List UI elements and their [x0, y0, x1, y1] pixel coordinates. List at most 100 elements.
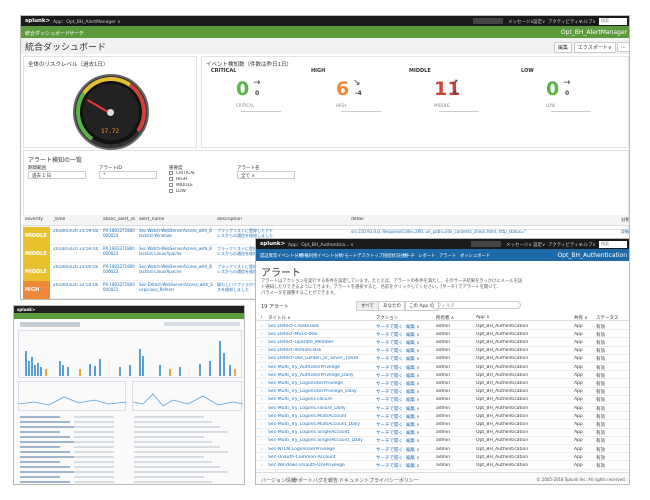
- filter-app-button[interactable]: この App の: [404, 301, 440, 311]
- help-menu[interactable]: ヘルプ∨: [579, 242, 596, 248]
- open-in-search-link[interactable]: サーチで開く: [376, 414, 403, 420]
- user-menu[interactable]: [471, 241, 501, 247]
- alert-title[interactable]: Sec-Detect-Operate_Member: [268, 339, 334, 345]
- nav-search[interactable]: サーチ: [402, 253, 415, 259]
- alert-description[interactable]: ブラックリストに登録したアドレスからの通信を検知しました: [217, 264, 273, 274]
- edit-menu[interactable]: 編集 ∨: [406, 373, 420, 379]
- footer-support[interactable]: サポート: [293, 478, 314, 484]
- edit-menu[interactable]: 編集 ∨: [406, 340, 420, 346]
- alert-id[interactable]: PX-1803271800000023: [103, 246, 135, 256]
- settings-menu[interactable]: 設定∨: [533, 19, 546, 25]
- column-sbsecalertid[interactable]: sbsec_alert_id: [103, 217, 135, 222]
- open-in-search-link[interactable]: サーチで開く: [376, 332, 403, 338]
- table-row[interactable]: › Sec-Detect-CreateTask サーチで開く 編集 ∨ admin Opt…: [256, 322, 629, 331]
- alert-title[interactable]: Sec-Detect-RemoteTask: [268, 348, 322, 354]
- open-in-search-link[interactable]: サーチで開く: [376, 373, 403, 379]
- table-row[interactable]: › Sec-Detect-Use_Golden_or_Silver_Ticket サ…: [256, 355, 629, 363]
- table-row[interactable]: › Sec-Unauth-Common-Account サーチで開く 編集 ∨ admi…: [256, 453, 629, 462]
- open-in-search-link[interactable]: サーチで開く: [376, 398, 403, 404]
- open-in-search-link[interactable]: サーチで開く: [376, 365, 403, 371]
- alert-title[interactable]: Sec-Multi_Try_LogonUserPrivilege_Daily: [268, 389, 357, 395]
- edit-menu[interactable]: 編集 ∨: [406, 324, 420, 330]
- edit-menu[interactable]: 編集 ∨: [406, 349, 420, 355]
- alert-title[interactable]: Sec-Multi_Try_AuthUserPrivilege: [268, 364, 340, 370]
- alert-title[interactable]: Sec-Multi_Try_AuthUserPrivilege_Daily: [268, 372, 354, 378]
- alert-detail[interactable]: src:210.93.0.0, ResponseCode=200, uri_pa…: [351, 229, 527, 234]
- column-action[interactable]: 分析: [621, 218, 630, 223]
- column-alertname[interactable]: alert_name: [139, 217, 165, 222]
- alert-time[interactable]: 2018/03/20 23:59:00: [53, 229, 99, 234]
- column-time[interactable]: _time: [53, 217, 66, 222]
- nav-auth-anomaly[interactable]: 認証異常イベント分析: [260, 253, 303, 259]
- edit-button[interactable]: 編集: [554, 42, 573, 53]
- activity-menu[interactable]: アクティビティ∨: [548, 19, 583, 25]
- help-menu[interactable]: ヘルプ∨: [579, 19, 596, 25]
- alert-name[interactable]: Sec-Detect-WebServerAccess_with_Suspicio…: [139, 282, 213, 292]
- severity-checkbox-middle[interactable]: [169, 183, 173, 187]
- alert-title[interactable]: Sec-Multi_Try_Logons.Failure_Daily: [268, 405, 346, 411]
- app-menu[interactable]: App：Opt_BH_AlertManager ∨: [53, 19, 121, 25]
- alert-title[interactable]: Sec-NTLM.LogonUserPrivilege: [268, 446, 335, 452]
- table-row[interactable]: › Sec-Detect-RemoteTask サーチで開く 編集 ∨ admin Opt…: [256, 347, 629, 355]
- nav-privilege[interactable]: 特権利用イベント分析: [300, 253, 343, 259]
- table-row[interactable]: › Sec-Multi_Try_LogonUserPrivilege サーチで開く編…: [256, 379, 629, 388]
- alert-title[interactable]: Sec-Unauth-Common-Account: [268, 454, 336, 460]
- header-sharing[interactable]: 共有 ∧: [574, 315, 588, 321]
- alert-title[interactable]: Sec-Multi_Try_Logons.MultiAccount_Daily: [268, 421, 361, 427]
- expand-icon[interactable]: ›: [261, 380, 263, 386]
- nav-dashboards[interactable]: ダッシュボード: [460, 253, 491, 259]
- edit-menu[interactable]: 編集 ∨: [406, 357, 420, 363]
- expand-icon[interactable]: ›: [261, 397, 263, 403]
- expand-icon[interactable]: ›: [261, 356, 263, 362]
- nav-remote-desktop[interactable]: リモートデスクトップ接続状況分析: [340, 253, 409, 259]
- table-row[interactable]: › Sec-Windows-Unauth-UsePrivilege サーチで開く 編集…: [256, 461, 629, 470]
- activity-menu[interactable]: アクティビティ∨: [548, 242, 583, 248]
- alert-description[interactable]: ブラックリストに登録したアドレスからの通信を検知しました: [217, 228, 273, 238]
- footer-report-bug[interactable]: バグを報告: [313, 478, 339, 484]
- alert-name[interactable]: Sec-Watch-WebServerAccess_with_Blacklist…: [139, 228, 212, 238]
- edit-menu[interactable]: 編集 ∨: [406, 439, 420, 445]
- nav-dashboard[interactable]: 統合ダッシュボード: [25, 30, 71, 37]
- edit-menu[interactable]: 編集 ∨: [406, 365, 420, 371]
- expand-icon[interactable]: ›: [261, 331, 263, 337]
- footer-privacy[interactable]: プライバシーポリシー: [369, 478, 419, 484]
- edit-menu[interactable]: 編集 ∨: [406, 422, 420, 428]
- alert-title[interactable]: Sec-Multi_Try_Logons.Failure: [268, 397, 333, 403]
- nav-reports[interactable]: レポート: [418, 253, 436, 259]
- open-in-search-link[interactable]: サーチで開く: [376, 390, 403, 396]
- column-description[interactable]: description: [217, 217, 243, 222]
- severity-checkbox-critical[interactable]: [169, 171, 173, 175]
- expand-icon[interactable]: ›: [261, 364, 263, 370]
- messages-menu[interactable]: メッセージ∨: [508, 19, 534, 25]
- edit-menu[interactable]: 編集 ∨: [406, 431, 420, 437]
- table-row[interactable]: › Sec-Multi_Try_AuthUserPrivilege_Daily サー…: [256, 371, 629, 380]
- open-in-search-link[interactable]: サーチで開く: [376, 422, 403, 428]
- filter-input[interactable]: フィルタ: [431, 301, 521, 309]
- alert-id[interactable]: PX-1803271800000022: [103, 264, 135, 274]
- table-row[interactable]: › Sec-Multi_Try_Logons.SingleAccount サーチで開…: [256, 429, 629, 437]
- expand-icon[interactable]: ›: [261, 413, 263, 419]
- alert-id[interactable]: PX-1803271800000024: [103, 228, 135, 238]
- alert-time[interactable]: 2018/03/20 22:54:00: [53, 283, 99, 288]
- filter-all-button[interactable]: すべて: [356, 301, 380, 311]
- table-row[interactable]: › Sec-NTLM.LogonUserPrivilege サーチで開く 編集 ∨ ad…: [256, 445, 629, 454]
- nav-alerts[interactable]: アラート: [439, 253, 457, 259]
- severity-checkbox-low[interactable]: [169, 189, 173, 193]
- export-button[interactable]: エクスポート∨: [574, 42, 616, 53]
- column-severity[interactable]: severity: [25, 217, 44, 222]
- expand-icon[interactable]: ›: [261, 462, 263, 468]
- edit-menu[interactable]: 編集 ∨: [406, 447, 420, 453]
- edit-menu[interactable]: 編集 ∨: [406, 414, 420, 420]
- expand-icon[interactable]: ›: [261, 323, 263, 329]
- alert-id[interactable]: PX-1803271800000021: [103, 282, 135, 292]
- expand-icon[interactable]: ›: [261, 348, 263, 354]
- settings-menu[interactable]: 設定∨: [533, 242, 546, 248]
- edit-menu[interactable]: 編集 ∨: [406, 390, 420, 396]
- expand-icon[interactable]: ›: [261, 372, 263, 378]
- table-row[interactable]: › Sec-Multi_Try_AuthUserPrivilege サーチで開く 編集…: [256, 363, 629, 372]
- alert-description[interactable]: 疑わしいリファラからのアクセスを検知しました: [217, 282, 273, 292]
- open-in-search-link[interactable]: サーチで開く: [376, 463, 403, 469]
- open-in-search-link[interactable]: サーチで開く: [376, 431, 403, 437]
- table-row[interactable]: › Sec-Multi_Try_Logons.SingleAccount_Dail…: [256, 437, 629, 445]
- open-in-search-link[interactable]: サーチで開く: [376, 447, 403, 453]
